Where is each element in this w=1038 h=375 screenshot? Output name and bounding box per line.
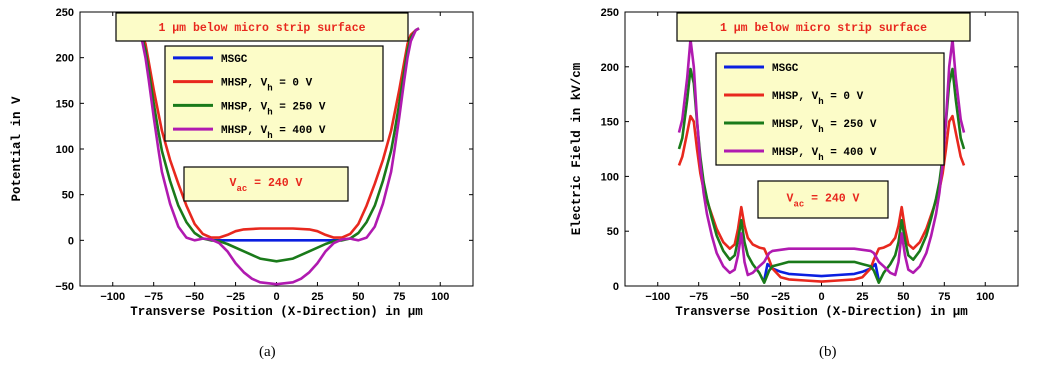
x-tick-label: 75 xyxy=(938,291,950,303)
y-axis-label: Electric Field in kV/cm xyxy=(570,62,584,235)
legend-label-1-part: MHSP, xyxy=(772,91,812,103)
legend-label-2-v: V xyxy=(261,101,268,113)
y-tick-label: 0 xyxy=(68,235,74,247)
legend-label-1-v: V xyxy=(261,78,268,90)
x-tick-label: −25 xyxy=(226,291,245,303)
legend-label-2-v: V xyxy=(812,119,819,131)
x-tick-label: −75 xyxy=(144,291,163,303)
x-tick-label: 100 xyxy=(431,291,449,303)
x-tick-label: 0 xyxy=(273,291,279,303)
x-tick-label: 50 xyxy=(352,291,364,303)
legend-label-2-sub: h xyxy=(818,125,823,135)
x-tick-label: −50 xyxy=(730,291,749,303)
surface-note-box xyxy=(676,12,971,42)
legend-box xyxy=(164,45,384,142)
legend-label-2-part: MHSP, xyxy=(221,101,261,113)
x-tick-label: 0 xyxy=(818,291,824,303)
legend-label-2-part: MHSP, xyxy=(772,119,812,131)
vac-note-text-sub: ac xyxy=(236,184,247,194)
legend-label-3-v: V xyxy=(261,125,268,137)
x-tick-label: −100 xyxy=(100,291,125,303)
y-tick-label: 150 xyxy=(56,98,74,110)
y-tick-label: 50 xyxy=(607,226,619,238)
legend-label-3-part: MHSP, xyxy=(221,125,261,137)
y-tick-label: 250 xyxy=(601,7,619,19)
legend-label-3-part: MHSP, xyxy=(772,147,812,159)
y-axis-label: Potential in V xyxy=(10,96,24,202)
vac-note-text-v: V xyxy=(230,177,237,190)
legend-label-2-rest: = 250 V xyxy=(273,101,326,113)
legend-label-3-sub: h xyxy=(267,131,272,141)
legend-label-3-rest: = 400 V xyxy=(824,147,877,159)
y-tick-label: 250 xyxy=(56,7,74,19)
surface-note-text: 1 μm below micro strip surface xyxy=(158,22,365,35)
legend-label-1-sub: h xyxy=(267,84,272,94)
x-tick-label: −50 xyxy=(185,291,204,303)
y-tick-label: 50 xyxy=(62,190,74,202)
x-tick-label: −25 xyxy=(771,291,790,303)
legend-label-3-sub: h xyxy=(818,153,823,163)
vac-note-text: Vac = 240 V xyxy=(787,193,860,210)
y-tick-label: 100 xyxy=(601,171,619,183)
x-axis-label: Transverse Position (X-Direction) in μm xyxy=(130,305,423,319)
y-tick-label: −50 xyxy=(55,281,74,293)
surface-note-text: 1 μm below micro strip surface xyxy=(720,22,927,35)
vac-note-text-rest: = 240 V xyxy=(247,177,302,190)
legend-label-3: MHSP, Vh = 400 V xyxy=(772,147,877,163)
legend-label-1-rest: = 0 V xyxy=(824,91,864,103)
legend-label-0: MSGC xyxy=(772,63,799,75)
surface-note-box xyxy=(115,12,409,42)
panel-a-caption: (a) xyxy=(259,344,276,360)
y-tick-label: 200 xyxy=(601,62,619,74)
x-tick-label: 25 xyxy=(311,291,323,303)
legend-label-0: MSGC xyxy=(221,54,248,66)
y-tick-label: 150 xyxy=(601,117,619,129)
panel-a-potential-chart: −100 −75 −50 −25 0 25 50 75 100 −50 0 50 100 150 200 25… xyxy=(10,7,474,319)
vac-note-text: Vac = 240 V xyxy=(230,177,303,194)
legend-label-2-sub: h xyxy=(267,107,272,117)
x-tick-label: 25 xyxy=(856,291,868,303)
x-tick-label: 50 xyxy=(897,291,909,303)
x-tick-label: 75 xyxy=(393,291,405,303)
vac-note-text-rest: = 240 V xyxy=(804,193,859,206)
legend-label-3-rest: = 400 V xyxy=(273,125,326,137)
panel-b-caption: (b) xyxy=(819,344,837,360)
panel-b-electric-field-chart: −100 −75 −50 −25 0 25 50 75 100 0 50 100 150 200 250 Tr… xyxy=(570,7,1019,319)
legend-label-3-v: V xyxy=(812,147,819,159)
legend-box xyxy=(715,52,945,166)
x-tick-label: −75 xyxy=(689,291,708,303)
x-tick-label: −100 xyxy=(645,291,670,303)
vac-note-box xyxy=(183,166,349,202)
legend-label-2: MHSP, Vh = 250 V xyxy=(221,101,326,117)
legend-label-2: MHSP, Vh = 250 V xyxy=(772,119,877,135)
series-line-3 xyxy=(677,38,966,277)
series-line-3 xyxy=(133,27,420,286)
x-axis-label: Transverse Position (X-Direction) in μm xyxy=(675,305,968,319)
legend-label-2-rest: = 250 V xyxy=(824,119,877,131)
series-line-1 xyxy=(133,27,420,239)
legend-label-1-v: V xyxy=(812,91,819,103)
vac-note-text-sub: ac xyxy=(793,200,804,210)
x-tick-label: 100 xyxy=(976,291,994,303)
legend-label-1-rest: = 0 V xyxy=(273,78,313,90)
series-line-2 xyxy=(677,67,966,284)
y-tick-label: 200 xyxy=(56,53,74,65)
legend-label-3: MHSP, Vh = 400 V xyxy=(221,125,326,141)
legend-label-1-part: MHSP, xyxy=(221,78,261,90)
vac-note-box xyxy=(757,180,889,219)
legend-label-1: MHSP, Vh = 0 V xyxy=(772,91,864,107)
y-tick-label: 0 xyxy=(613,281,619,293)
legend-label-1-sub: h xyxy=(818,97,823,107)
y-tick-label: 100 xyxy=(56,144,74,156)
series-line-2 xyxy=(133,27,420,263)
vac-note-text-v: V xyxy=(787,193,794,206)
legend-label-1: MHSP, Vh = 0 V xyxy=(221,78,313,94)
